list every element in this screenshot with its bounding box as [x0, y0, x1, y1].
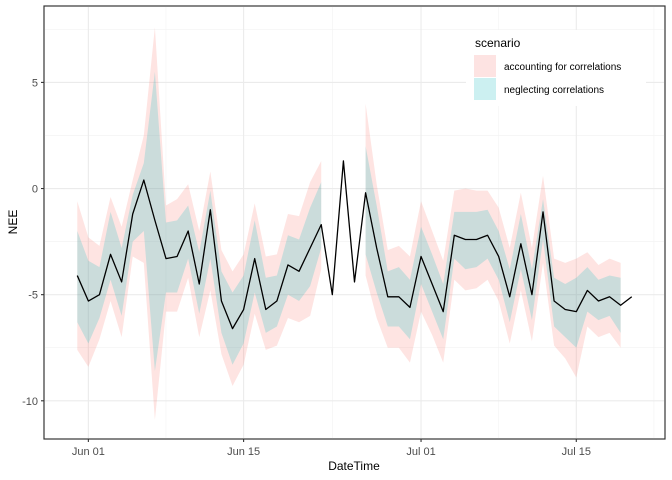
- legend-key-accounting: [474, 55, 496, 77]
- y-axis: 5 0 -5 -10: [22, 77, 44, 408]
- estimate-line: [76, 160, 633, 330]
- legend-key-neglecting: [474, 78, 496, 100]
- y-tick-label: 0: [32, 184, 38, 196]
- x-tick-label: Jun 15: [227, 446, 260, 458]
- series-line-estimate: [76, 160, 633, 330]
- ribbon-accounting: [77, 27, 322, 420]
- plot-border: [43, 5, 666, 440]
- grid: [44, 6, 665, 439]
- ribbon-neglecting: [77, 71, 322, 372]
- y-tick-label: -10: [22, 396, 38, 408]
- legend-label-accounting: accounting for correlations: [504, 62, 621, 73]
- legend: scenario accounting for correlations neg…: [466, 30, 646, 106]
- legend-title: scenario: [475, 36, 521, 50]
- x-axis-title: DateTime: [328, 459, 380, 473]
- x-tick-label: Jul 01: [406, 446, 435, 458]
- y-tick-label: 5: [32, 77, 38, 89]
- ribbon-accounting: [365, 103, 621, 378]
- x-axis: Jun 01 Jun 15 Jul 01 Jul 15: [72, 439, 591, 458]
- x-tick-label: Jun 01: [72, 446, 105, 458]
- x-tick-label: Jul 15: [562, 446, 591, 458]
- legend-label-neglecting: neglecting correlations: [504, 85, 604, 96]
- y-tick-label: -5: [28, 290, 38, 302]
- y-axis-title: NEE: [6, 210, 20, 235]
